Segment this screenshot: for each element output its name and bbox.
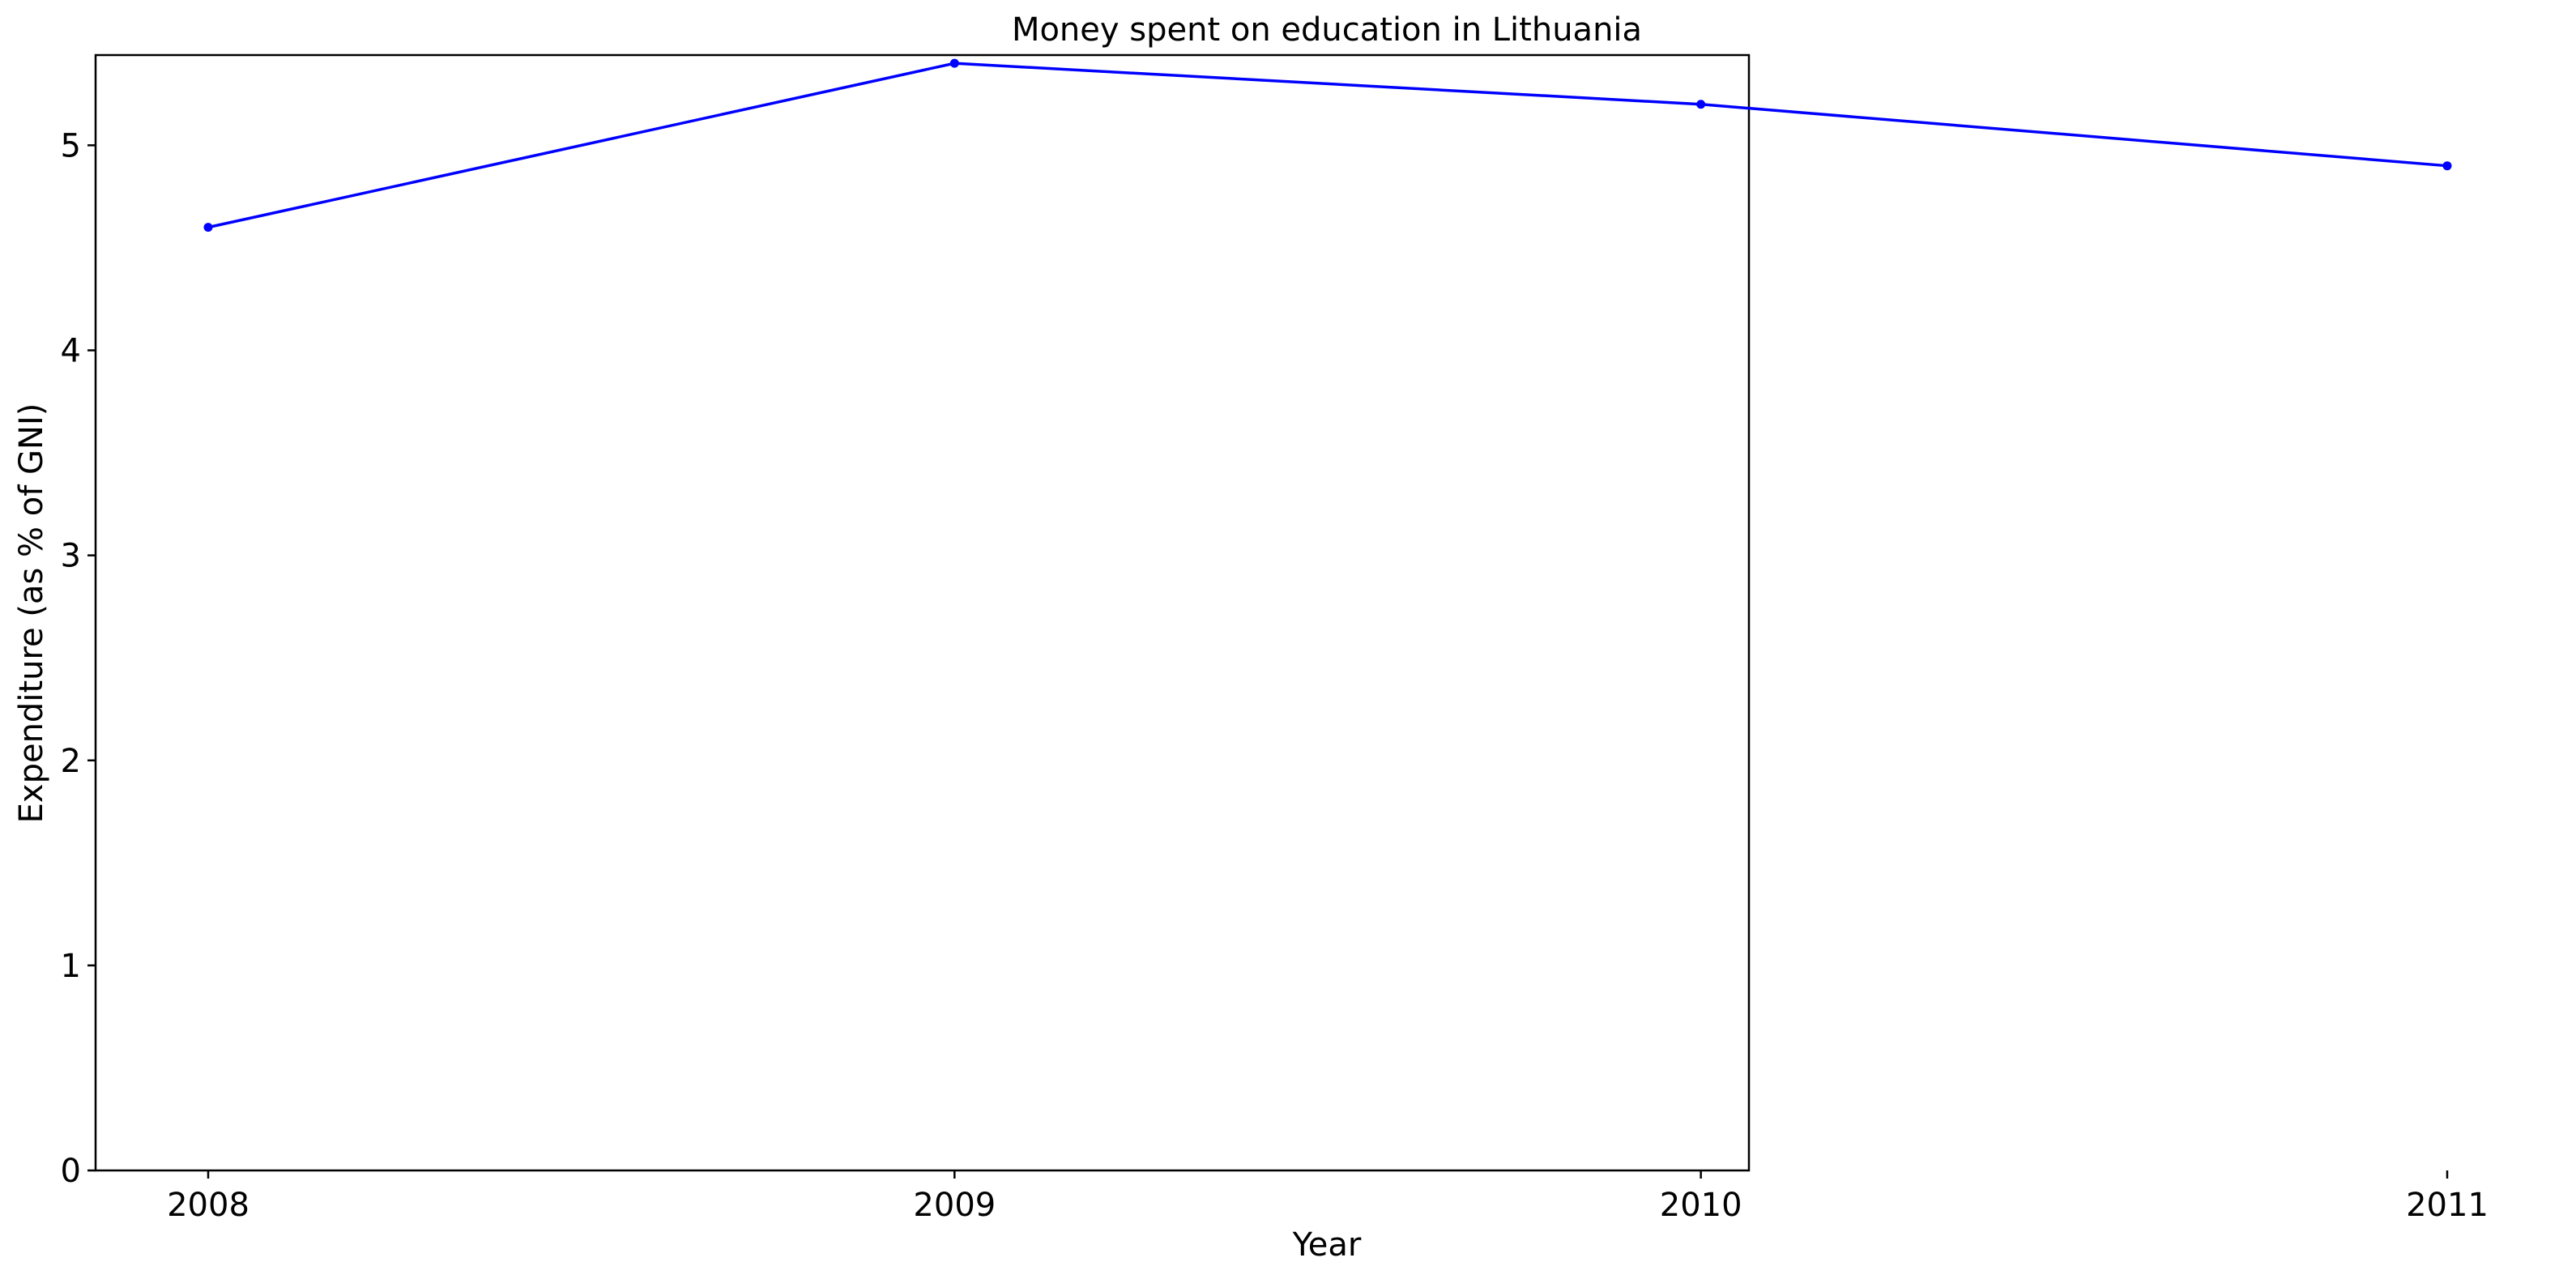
- data-point: [2442, 161, 2452, 171]
- x-tick-label: 2011: [2406, 1187, 2489, 1224]
- y-tick-label: 5: [61, 127, 81, 164]
- plot-area-frame: [94, 53, 1751, 1172]
- x-axis-label: Year: [1292, 1226, 1362, 1264]
- series-line: [207, 62, 2448, 229]
- x-tick-label: 2009: [913, 1187, 996, 1224]
- y-tick-label: 1: [61, 948, 81, 985]
- y-axis: 0 1 2 3 4 5: [61, 127, 96, 1190]
- series-layer: [203, 58, 2452, 232]
- x-tick-label: 2008: [167, 1187, 249, 1224]
- data-point: [949, 58, 959, 68]
- data-point: [1696, 100, 1706, 109]
- y-tick-label: 0: [61, 1153, 81, 1190]
- y-tick-label: 2: [61, 743, 81, 780]
- y-tick-label: 4: [61, 333, 81, 370]
- y-tick-label: 3: [61, 538, 81, 575]
- x-tick-label: 2010: [1660, 1187, 1742, 1224]
- chart-title: Money spent on education in Lithuania: [1012, 11, 1642, 49]
- data-point: [203, 223, 213, 232]
- x-axis: 2008 2009 2010 2011: [167, 1170, 2489, 1224]
- y-axis-label: Expenditure (as % of GNI): [13, 403, 50, 824]
